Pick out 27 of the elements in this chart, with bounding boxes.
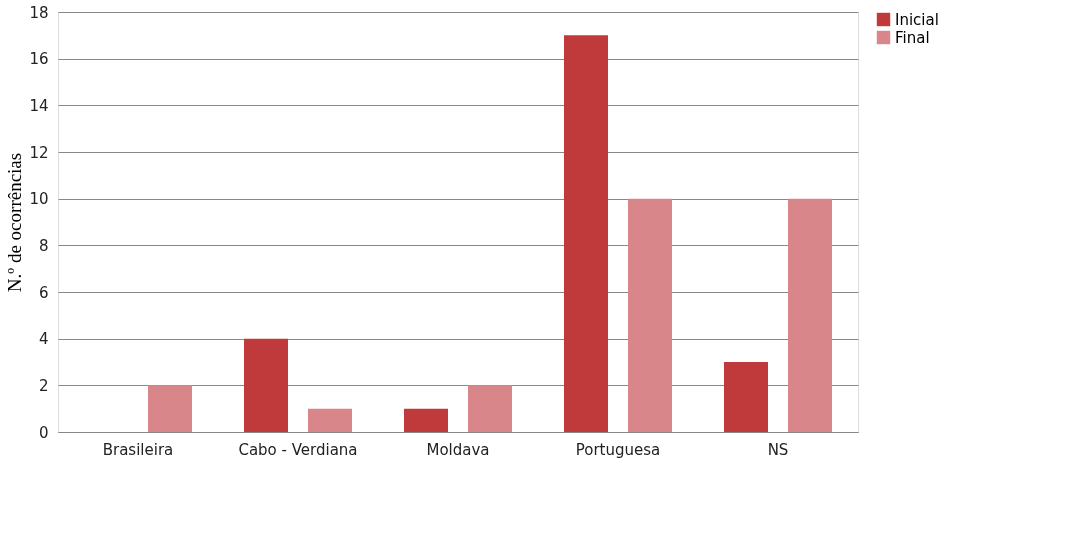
- y-tick-label: 18: [29, 3, 49, 22]
- bar: [788, 198, 832, 432]
- y-axis-title: N.º de ocorrências: [4, 152, 26, 293]
- bar: [404, 408, 448, 432]
- y-tick-label: 10: [29, 190, 49, 209]
- y-tick-label: 12: [29, 143, 49, 162]
- y-tick-label: 16: [29, 50, 49, 69]
- bar: [468, 385, 512, 432]
- x-tick-label: Portuguesa: [575, 440, 661, 459]
- x-tick-label: Moldava: [426, 440, 490, 459]
- y-tick-label: 8: [38, 236, 49, 255]
- legend-label: Final: [895, 28, 930, 47]
- y-tick-label: 14: [29, 96, 49, 115]
- y-tick-label: 2: [38, 376, 49, 395]
- y-tick-label: 4: [38, 330, 49, 349]
- x-tick-label: Brasileira: [102, 440, 174, 459]
- y-tick-label: 6: [38, 283, 49, 302]
- bar: [564, 35, 608, 432]
- bar: [628, 198, 672, 432]
- y-tick-label: 0: [38, 423, 49, 442]
- bar: [724, 362, 768, 432]
- x-tick-label: NS: [767, 440, 789, 459]
- legend-label: Inicial: [895, 10, 939, 29]
- x-tick-label: Cabo - Verdiana: [238, 440, 358, 459]
- bar: [148, 385, 192, 432]
- bar: [308, 408, 352, 432]
- bar: [244, 338, 288, 432]
